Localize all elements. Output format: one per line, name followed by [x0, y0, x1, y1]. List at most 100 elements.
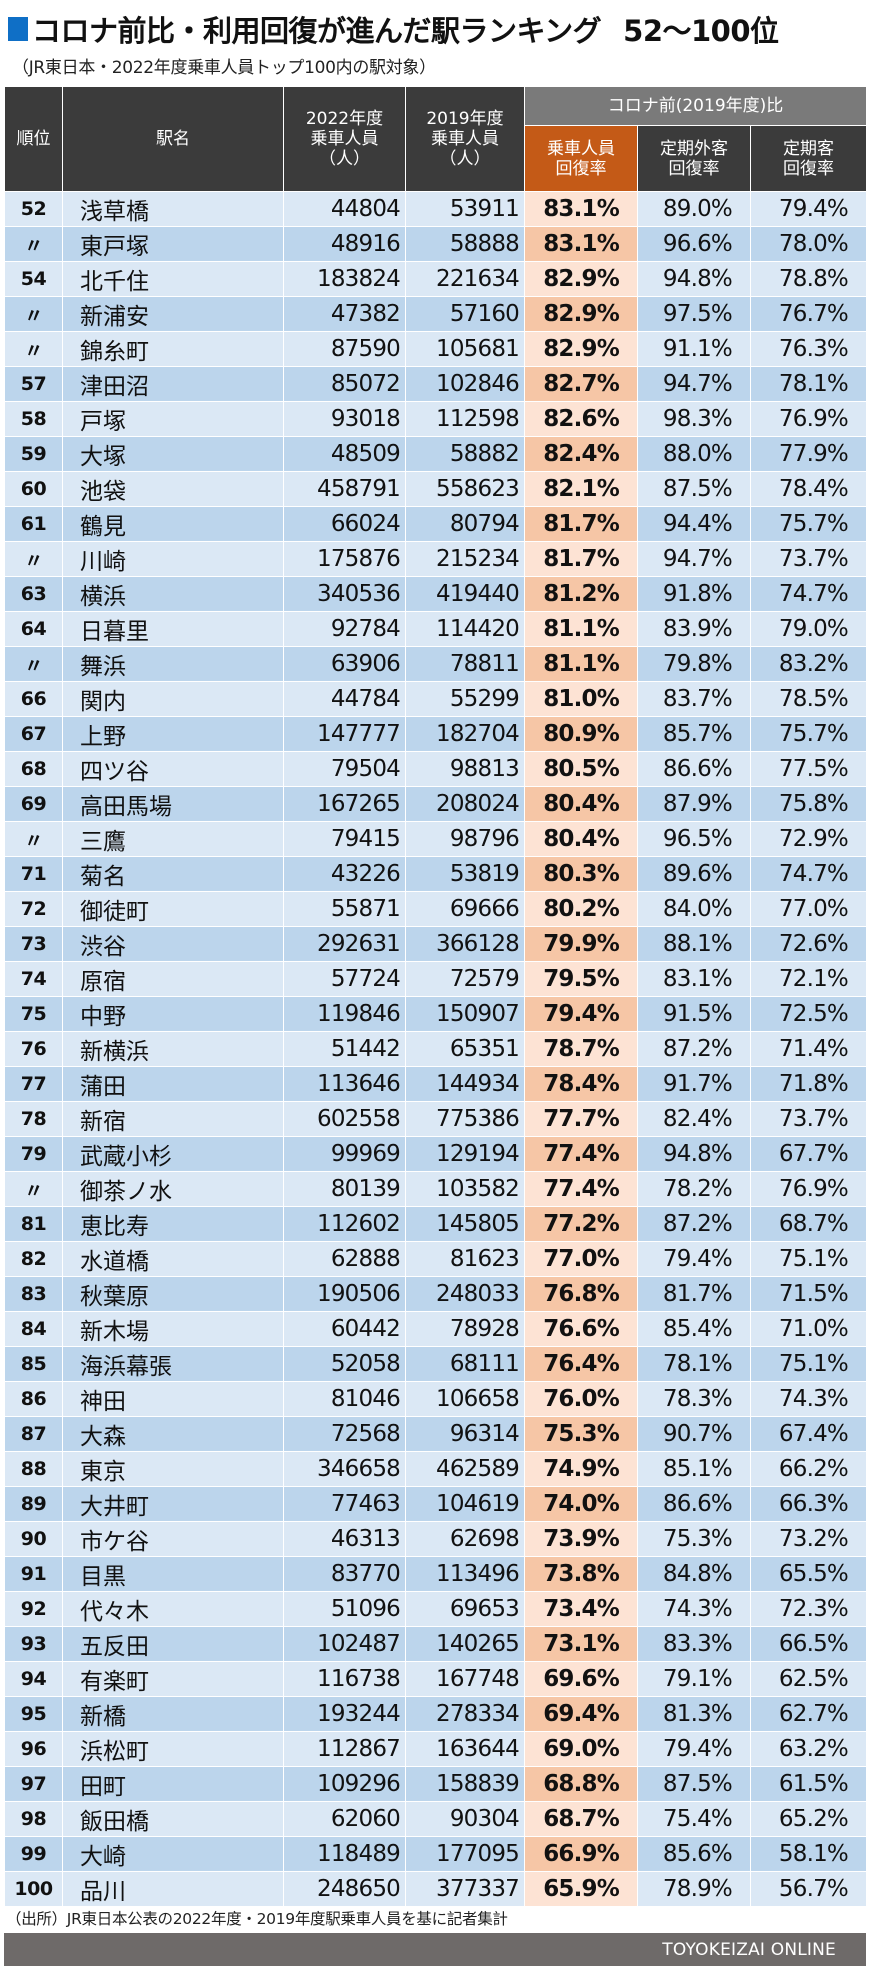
- recovery-non-commuter-cell: 88.1%: [637, 926, 751, 962]
- rank-cell: 88: [4, 1451, 63, 1487]
- rank-cell: 63: [4, 576, 63, 612]
- riders-2019-cell: 72579: [405, 961, 525, 997]
- riders-2022-cell: 193244: [283, 1696, 406, 1732]
- station-name-cell: 日暮里: [62, 611, 284, 647]
- recovery-commuter-cell: 75.7%: [750, 716, 867, 752]
- riders-2019-cell: 69666: [405, 891, 525, 927]
- station-name-cell: 新宿: [62, 1101, 284, 1137]
- riders-2019-cell: 150907: [405, 996, 525, 1032]
- station-name-cell: 戸塚: [62, 401, 284, 437]
- riders-2019-cell: 80794: [405, 506, 525, 542]
- recovery-total-cell: 69.4%: [524, 1696, 638, 1732]
- recovery-total-cell: 73.9%: [524, 1521, 638, 1557]
- riders-2022-cell: 190506: [283, 1276, 406, 1312]
- col-header-station: 駅名: [62, 86, 284, 192]
- recovery-commuter-cell: 62.5%: [750, 1661, 867, 1697]
- recovery-total-cell: 82.7%: [524, 366, 638, 402]
- station-name-cell: 錦糸町: [62, 331, 284, 367]
- recovery-total-cell: 82.4%: [524, 436, 638, 472]
- station-name-cell: 渋谷: [62, 926, 284, 962]
- recovery-commuter-cell: 66.2%: [750, 1451, 867, 1487]
- riders-2019-cell: 113496: [405, 1556, 525, 1592]
- station-name-cell: 高田馬場: [62, 786, 284, 822]
- station-name-cell: 浅草橋: [62, 191, 284, 227]
- recovery-total-cell: 69.0%: [524, 1731, 638, 1767]
- riders-2022-cell: 44784: [283, 681, 406, 717]
- recovery-total-cell: 76.0%: [524, 1381, 638, 1417]
- recovery-total-cell: 73.4%: [524, 1591, 638, 1627]
- recovery-commuter-cell: 66.3%: [750, 1486, 867, 1522]
- footer-band: TOYOKEIZAI ONLINE: [4, 1933, 866, 1966]
- station-name-cell: 市ケ谷: [62, 1521, 284, 1557]
- riders-2022-cell: 57724: [283, 961, 406, 997]
- table-row: 69 高田馬場 167265 208024 80.4% 87.9% 75.8%: [4, 786, 867, 822]
- recovery-non-commuter-cell: 91.5%: [637, 996, 751, 1032]
- riders-2019-cell: 221634: [405, 261, 525, 297]
- recovery-commuter-cell: 68.7%: [750, 1206, 867, 1242]
- recovery-commuter-cell: 78.8%: [750, 261, 867, 297]
- recovery-commuter-cell: 76.7%: [750, 296, 867, 332]
- header-line: 乗車人員: [310, 129, 379, 149]
- recovery-total-cell: 78.4%: [524, 1066, 638, 1102]
- recovery-non-commuter-cell: 85.7%: [637, 716, 751, 752]
- subtitle: （JR東日本・2022年度乗車人員トップ100内の駅対象）: [12, 58, 436, 78]
- table-row: 52 浅草橋 44804 53911 83.1% 89.0% 79.4%: [4, 191, 867, 227]
- header-line: 回復率: [668, 158, 720, 179]
- riders-2022-cell: 60442: [283, 1311, 406, 1347]
- recovery-commuter-cell: 56.7%: [750, 1871, 867, 1907]
- header-line: 回復率: [783, 158, 834, 179]
- recovery-non-commuter-cell: 83.9%: [637, 611, 751, 647]
- table-row: 74 原宿 57724 72579 79.5% 83.1% 72.1%: [4, 961, 867, 997]
- riders-2019-cell: 62698: [405, 1521, 525, 1557]
- recovery-commuter-cell: 77.0%: [750, 891, 867, 927]
- table-row: 64 日暮里 92784 114420 81.1% 83.9% 79.0%: [4, 611, 867, 647]
- rank-cell: 59: [4, 436, 63, 472]
- recovery-non-commuter-cell: 96.5%: [637, 821, 751, 857]
- station-name-cell: 秋葉原: [62, 1276, 284, 1312]
- station-name-cell: 飯田橋: [62, 1801, 284, 1837]
- table-row: 96 浜松町 112867 163644 69.0% 79.4% 63.2%: [4, 1731, 867, 1767]
- rank-cell: 71: [4, 856, 63, 892]
- rank-cell: 〃: [4, 1171, 63, 1207]
- recovery-non-commuter-cell: 98.3%: [637, 401, 751, 437]
- riders-2022-cell: 119846: [283, 996, 406, 1032]
- title-text: コロナ前比・利用回復が進んだ駅ランキング: [32, 14, 602, 48]
- station-name-cell: 品川: [62, 1871, 284, 1907]
- recovery-total-cell: 76.6%: [524, 1311, 638, 1347]
- recovery-commuter-cell: 65.2%: [750, 1801, 867, 1837]
- riders-2022-cell: 77463: [283, 1486, 406, 1522]
- table-row: 76 新横浜 51442 65351 78.7% 87.2% 71.4%: [4, 1031, 867, 1067]
- table-row: 100 品川 248650 377337 65.9% 78.9% 56.7%: [4, 1871, 867, 1907]
- riders-2022-cell: 80139: [283, 1171, 406, 1207]
- page-title: コロナ前比・利用回復が進んだ駅ランキング 52〜100位: [8, 6, 779, 52]
- recovery-commuter-cell: 74.7%: [750, 856, 867, 892]
- riders-2022-cell: 85072: [283, 366, 406, 402]
- riders-2022-cell: 66024: [283, 506, 406, 542]
- table-row: 82 水道橋 62888 81623 77.0% 79.4% 75.1%: [4, 1241, 867, 1277]
- recovery-total-cell: 82.9%: [524, 331, 638, 367]
- riders-2022-cell: 62060: [283, 1801, 406, 1837]
- rank-cell: 52: [4, 191, 63, 227]
- table-row: 67 上野 147777 182704 80.9% 85.7% 75.7%: [4, 716, 867, 752]
- riders-2019-cell: 78811: [405, 646, 525, 682]
- recovery-total-cell: 82.6%: [524, 401, 638, 437]
- riders-2022-cell: 99969: [283, 1136, 406, 1172]
- recovery-commuter-cell: 61.5%: [750, 1766, 867, 1802]
- riders-2019-cell: 215234: [405, 541, 525, 577]
- table-row: 84 新木場 60442 78928 76.6% 85.4% 71.0%: [4, 1311, 867, 1347]
- table-row: 〃東戸塚 48916 58888 83.1% 96.6% 78.0%: [4, 226, 867, 262]
- table-row: 59 大塚 48509 58882 82.4% 88.0% 77.9%: [4, 436, 867, 472]
- recovery-commuter-cell: 67.7%: [750, 1136, 867, 1172]
- brand-label: TOYOKEIZAI ONLINE: [662, 1939, 836, 1960]
- header-line: （人）: [319, 149, 370, 169]
- rank-cell: 93: [4, 1626, 63, 1662]
- recovery-non-commuter-cell: 79.4%: [637, 1241, 751, 1277]
- recovery-commuter-cell: 72.1%: [750, 961, 867, 997]
- recovery-total-cell: 82.9%: [524, 261, 638, 297]
- table-row: 75 中野 119846 150907 79.4% 91.5% 72.5%: [4, 996, 867, 1032]
- riders-2019-cell: 163644: [405, 1731, 525, 1767]
- riders-2022-cell: 346658: [283, 1451, 406, 1487]
- recovery-non-commuter-cell: 81.3%: [637, 1696, 751, 1732]
- header-line: 2022年度: [305, 109, 384, 129]
- station-name-cell: 舞浜: [62, 646, 284, 682]
